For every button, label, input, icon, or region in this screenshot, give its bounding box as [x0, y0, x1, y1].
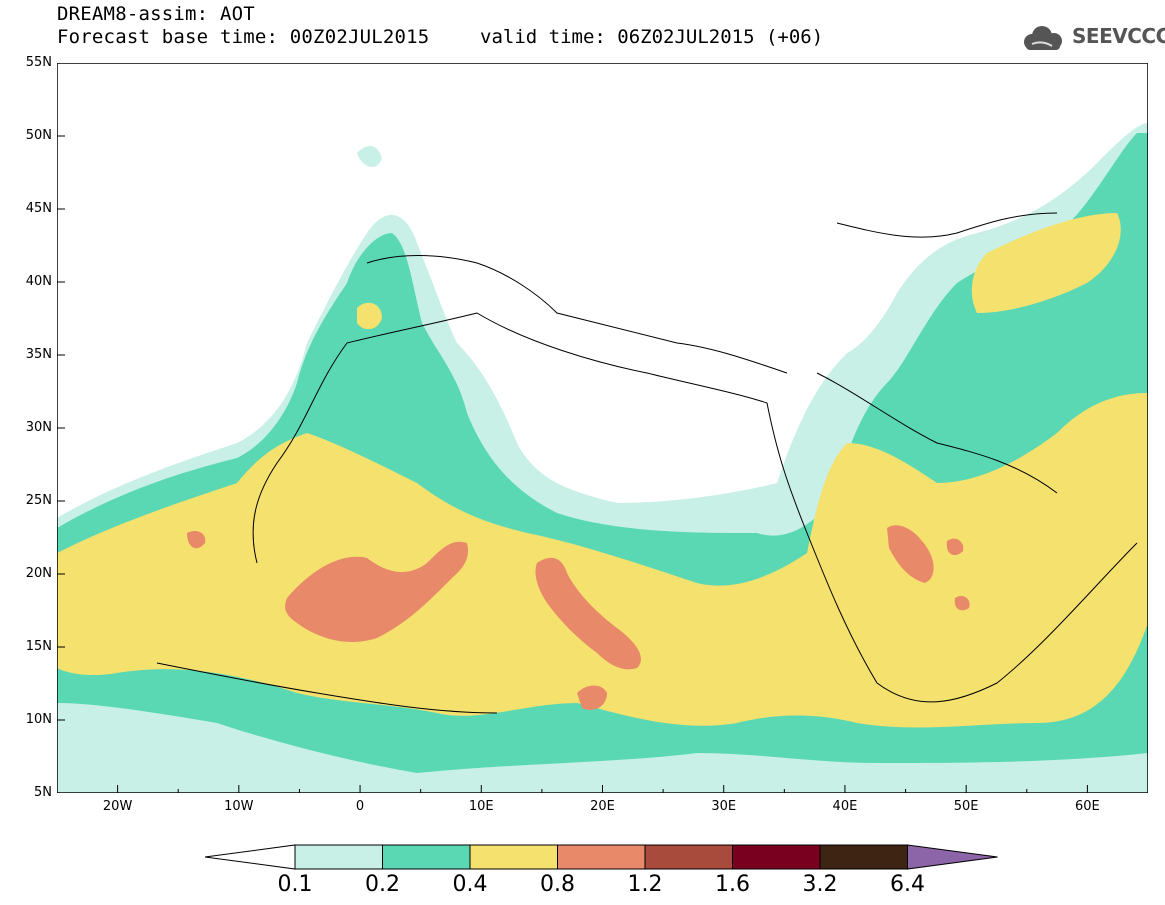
lat-label-15N: 15N: [25, 639, 52, 654]
colorbar-label-0.1: 0.1: [277, 872, 313, 897]
colorbar-segment-1: [294, 844, 383, 870]
colorbar-label-1.6: 1.6: [715, 872, 750, 897]
colorbar-label-1.2: 1.2: [627, 872, 663, 897]
lat-label-55N: 55N: [25, 55, 52, 70]
lat-label-35N: 35N: [25, 347, 52, 362]
logo-text: SEEVCCC: [1072, 24, 1165, 48]
colorbar-segment-4: [557, 844, 646, 870]
lon-label-20E: 20E: [590, 799, 615, 814]
colorbar-segment-5: [644, 844, 733, 870]
lon-label-10E: 10E: [468, 799, 494, 814]
colorbar-label-0.4: 0.4: [452, 872, 488, 897]
aot-level-0.8: [187, 525, 970, 710]
coastlines: [156, 212, 1138, 714]
lat-label-20N: 20N: [25, 566, 52, 581]
aot-level-0.4: [57, 213, 1148, 728]
colorbar-label-0.8: 0.8: [540, 872, 575, 897]
lat-label-5N: 5N: [34, 785, 52, 800]
colorbar-segment-2: [382, 844, 471, 870]
axis-ticks: [57, 63, 1148, 793]
colorbar: [205, 844, 998, 870]
colorbar-segment-7: [819, 844, 908, 870]
colorbar-label-0.2: 0.2: [365, 872, 400, 897]
colorbar-segment-last: [907, 844, 998, 870]
lat-label-25N: 25N: [25, 493, 52, 508]
colorbar-segment-0: [205, 844, 296, 870]
colorbar-segment-3: [469, 844, 558, 870]
forecast-base-time: Forecast base time: 00Z02JUL2015: [57, 26, 430, 48]
colorbar-segment-6: [732, 844, 821, 870]
lat-label-30N: 30N: [25, 420, 52, 435]
lat-label-50N: 50N: [25, 128, 52, 143]
lon-label-20W: 20W: [102, 799, 133, 814]
valid-time: valid time: 06Z02JUL2015 (+06): [480, 26, 824, 48]
colorbar-label-6.4: 6.4: [890, 872, 925, 897]
map-title: DREAM8-assim: AOT: [57, 3, 255, 25]
lat-label-45N: 45N: [25, 201, 52, 216]
cloud-logo-icon: [1024, 26, 1062, 50]
lon-label-0: 0: [355, 799, 365, 814]
lon-label-10W: 10W: [224, 799, 254, 814]
lon-label-50E: 50E: [953, 799, 979, 814]
lon-label-30E: 30E: [711, 799, 737, 814]
lat-label-40N: 40N: [25, 274, 52, 289]
colorbar-label-3.2: 3.2: [802, 872, 838, 897]
lon-label-40E: 40E: [832, 799, 858, 814]
lat-label-10N: 10N: [25, 712, 52, 727]
aot-map: [57, 63, 1148, 793]
lon-label-60E: 60E: [1074, 799, 1100, 814]
